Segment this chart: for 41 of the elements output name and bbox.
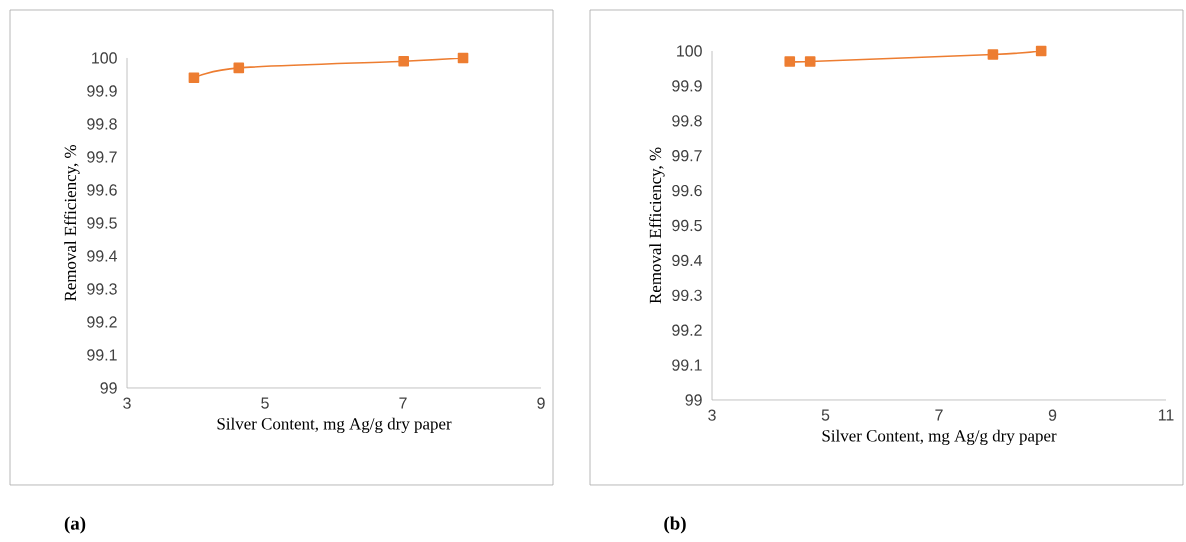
y-tick-label: 99.6: [672, 184, 702, 197]
y-tick-label: 99.2: [87, 316, 117, 328]
y-tick-label: 99.7: [672, 150, 702, 162]
y-tick-label: 99: [685, 394, 702, 406]
x-axis-title: Silver Content, mg Ag/g dry paper: [217, 417, 452, 434]
x-tick-label: 11: [1158, 409, 1174, 421]
y-tick-label: 99.3: [87, 283, 117, 295]
x-tick-label: 9: [537, 397, 545, 409]
y-axis-title: Removal Efficiency, %: [649, 147, 665, 304]
y-tick-label: 99.4: [672, 254, 703, 267]
x-tick-label: 9: [1048, 409, 1057, 421]
y-tick-label: 100: [677, 45, 702, 57]
text: (a): [64, 516, 86, 534]
x-tick-label: 3: [708, 409, 716, 421]
x-tick-label: 7: [399, 397, 407, 409]
y-tick-label: 100: [92, 52, 117, 64]
y-tick-label: 99.5: [87, 217, 117, 229]
y-tick-label: 99.5: [672, 219, 702, 232]
y-tick-label: 99.1: [87, 349, 117, 361]
y-tick-label: 99.8: [87, 118, 117, 130]
text: (b): [664, 516, 686, 534]
y-axis-title: Removal Efficiency, %: [64, 145, 80, 302]
y-tick-label: 99.7: [87, 151, 117, 163]
y-tick-label: 99.4: [87, 250, 118, 262]
x-axis-title: Silver Content, mg Ag/g dry paper: [822, 429, 1057, 446]
y-tick-label: 99.2: [672, 324, 702, 336]
y-tick-label: 99.9: [672, 80, 702, 92]
x-tick-label: 7: [935, 409, 943, 421]
x-tick-label: 5: [261, 397, 269, 409]
point: [804, 56, 816, 67]
y-tick-label: 99.9: [87, 85, 117, 97]
y-tick-label: 99.6: [87, 184, 117, 196]
point: [784, 56, 796, 67]
x-tick-label: 3: [123, 397, 131, 409]
y-tick-label: 99: [100, 382, 117, 394]
point: [987, 49, 999, 60]
y-tick-label: 99.1: [672, 359, 702, 371]
point: [1035, 45, 1047, 57]
x-tick-label: 5: [821, 409, 830, 421]
y-tick-label: 99.8: [672, 115, 702, 127]
y-tick-label: 99.3: [672, 289, 702, 301]
